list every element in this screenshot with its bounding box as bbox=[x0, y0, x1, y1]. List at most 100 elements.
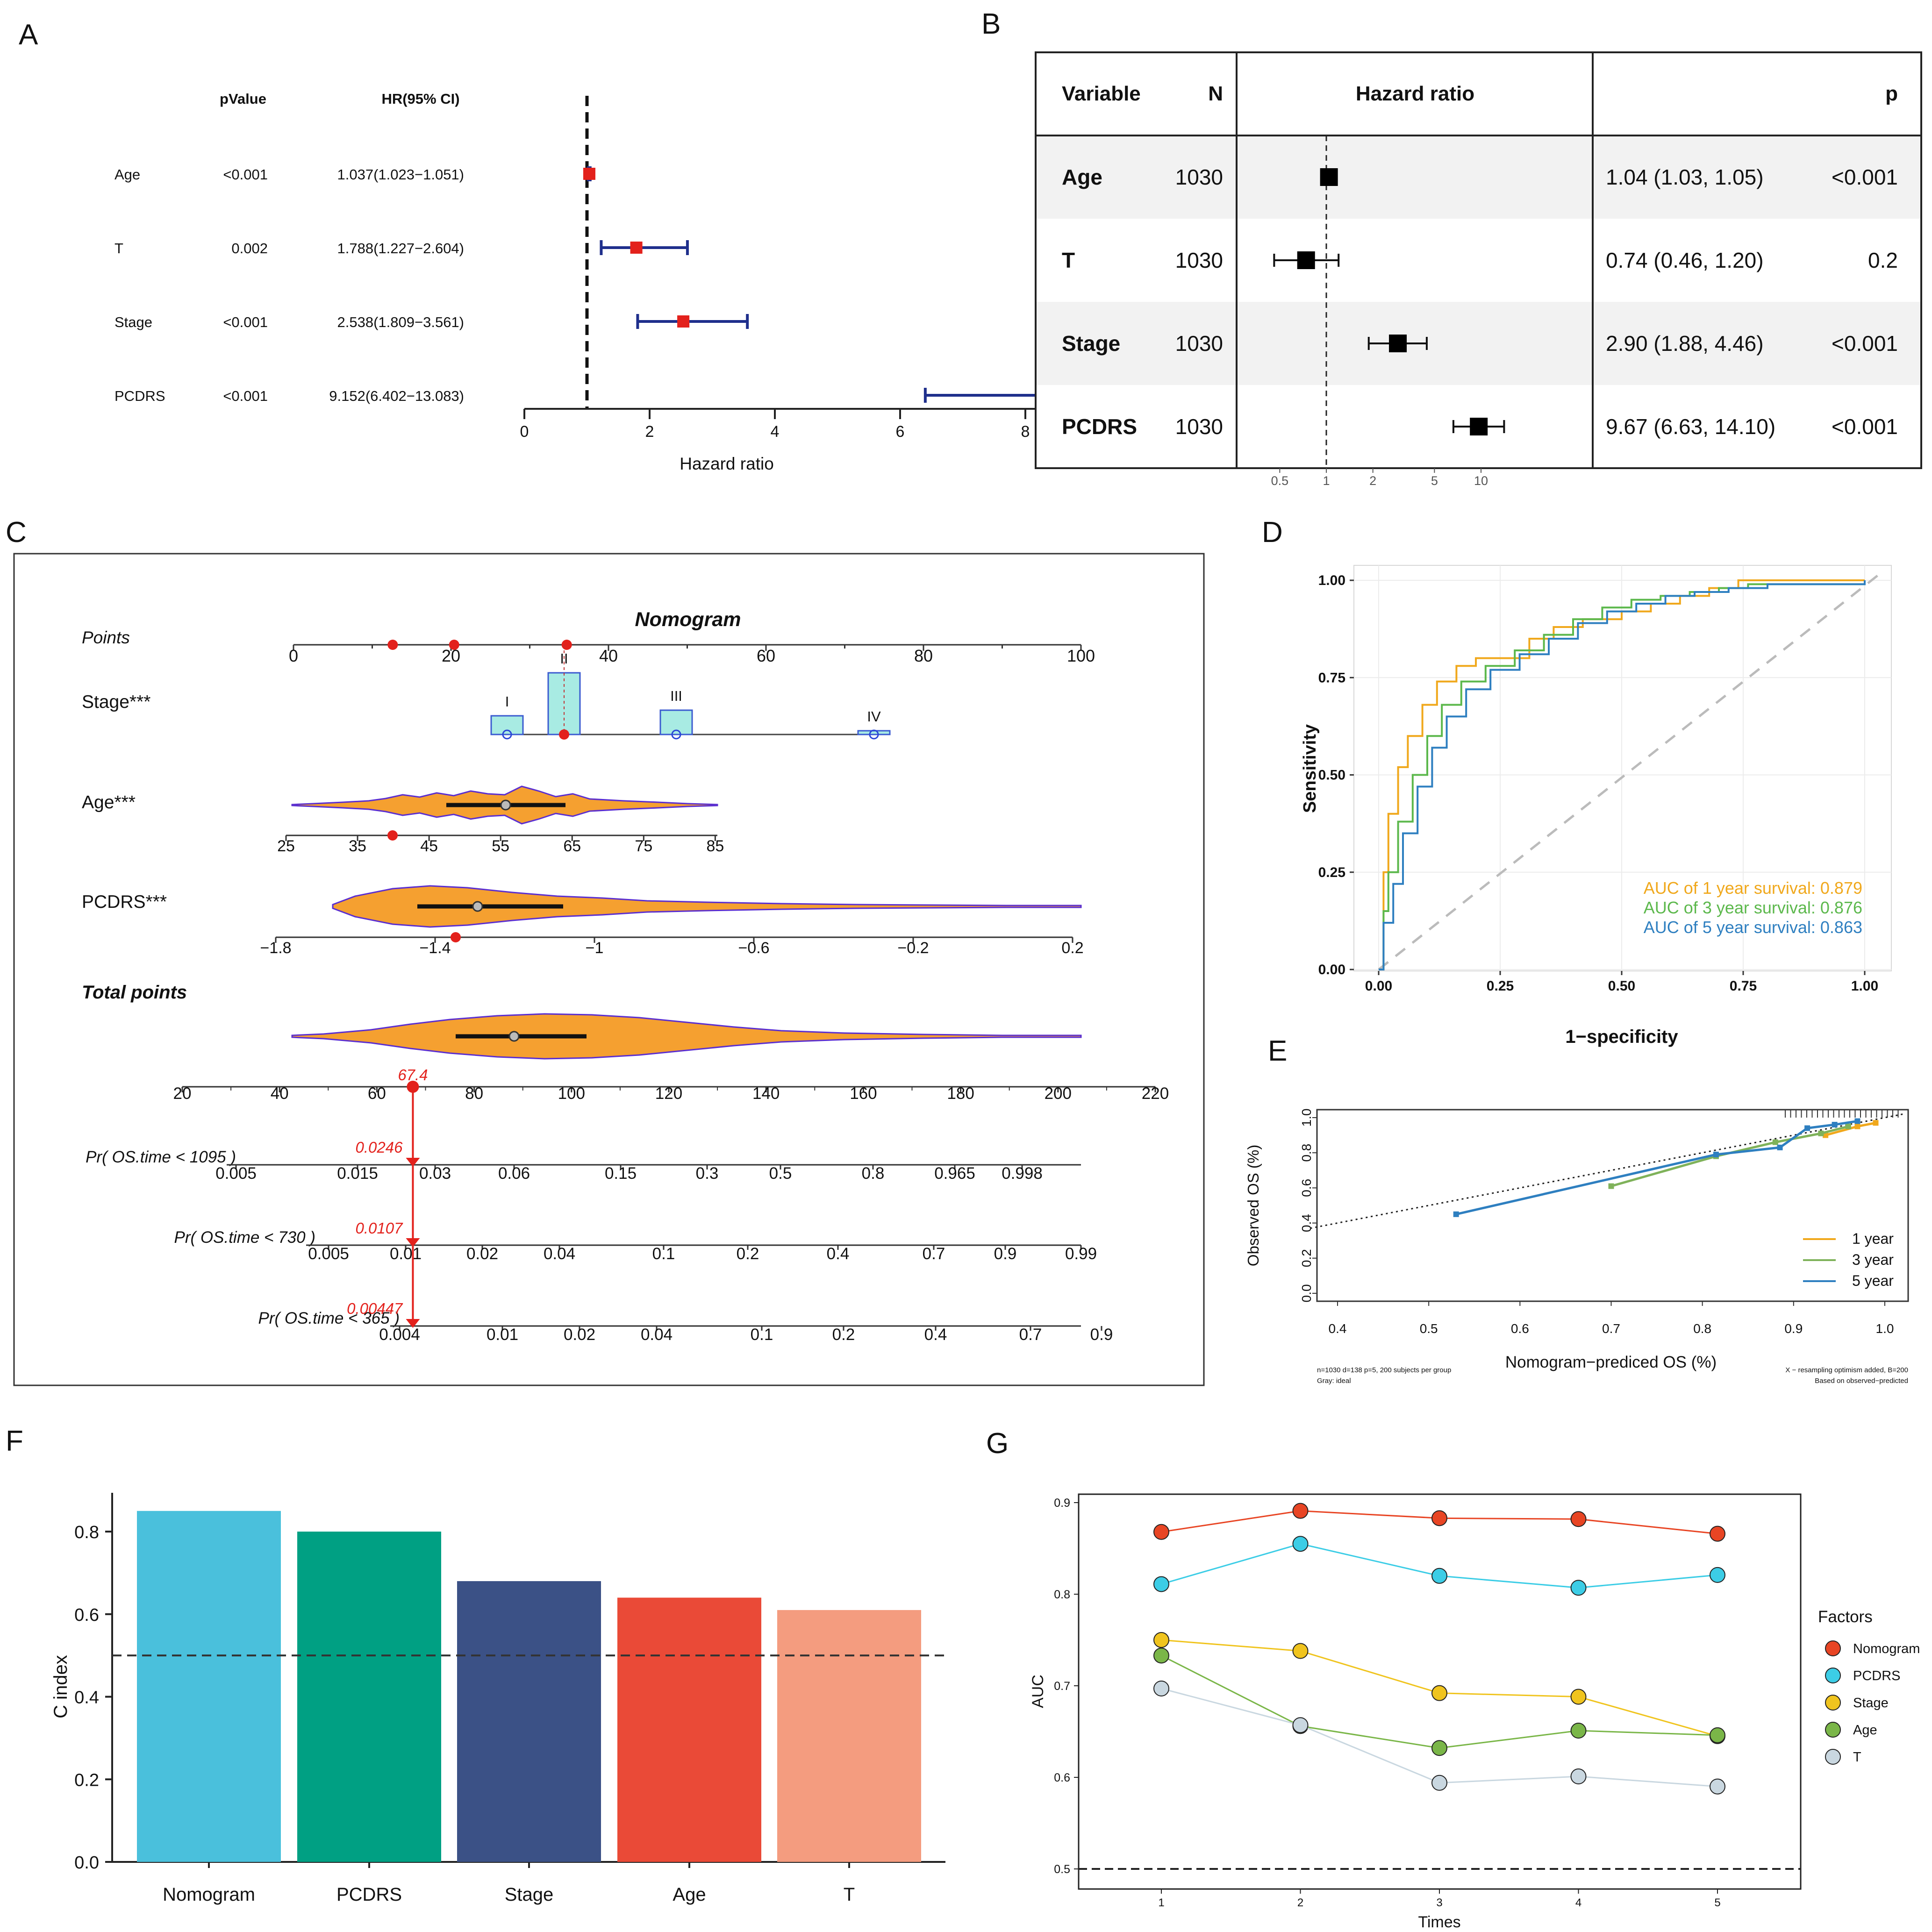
row-n-stage: 1030 bbox=[1175, 331, 1223, 356]
total-tick-label-40: 40 bbox=[271, 1084, 289, 1103]
point-t-3 bbox=[1570, 1768, 1587, 1785]
total-tick-label-220: 220 bbox=[1142, 1084, 1169, 1103]
point-nomogram-0 bbox=[1153, 1524, 1169, 1540]
x-tick-label-5: 5 bbox=[1714, 1896, 1720, 1909]
hr-point-stage bbox=[1389, 335, 1407, 352]
y-tick-label-1.00: 1.00 bbox=[1318, 573, 1345, 588]
panel-f: F 0.0 0.2 0.4 0.6 0.8 Nomogram PCDRS Stage Age T C … bbox=[6, 1425, 946, 1905]
row-ci-t: 0.74 (0.46, 1.20) bbox=[1606, 248, 1764, 272]
y-tick-label-0.50: 0.50 bbox=[1318, 768, 1345, 783]
bar-pcdrs bbox=[297, 1532, 441, 1862]
hr-header: HR(95% CI) bbox=[381, 91, 459, 107]
point-age-4 bbox=[1710, 1727, 1725, 1743]
hr-point-t bbox=[630, 242, 643, 254]
pr730-tick-label-0: 0.005 bbox=[308, 1245, 349, 1263]
pr730-tick-label-6: 0.4 bbox=[827, 1245, 850, 1263]
age-marker bbox=[387, 830, 398, 841]
point-pcdrs-2 bbox=[1431, 1568, 1447, 1584]
age-median bbox=[500, 799, 511, 811]
panel-label-f: F bbox=[6, 1425, 23, 1457]
legend-label-age: Age bbox=[1853, 1723, 1877, 1738]
point-pcdrs-1 bbox=[1292, 1536, 1309, 1552]
note-left: n=1030 d=138 p=5, 200 subjects per group bbox=[1317, 1366, 1451, 1374]
pr730-label: Pr( OS.time < 730 ) bbox=[174, 1228, 315, 1247]
pr1095-tick-label-6: 0.5 bbox=[769, 1164, 792, 1183]
x-tick-label-8: 8 bbox=[1021, 423, 1030, 441]
points-tick-label-0: 0 bbox=[289, 646, 298, 665]
legend-title: Factors bbox=[1818, 1608, 1873, 1626]
legend-label-pcdrs: PCDRS bbox=[1853, 1668, 1901, 1683]
x-tick-label-0.5: 0.5 bbox=[1420, 1321, 1438, 1336]
point-pcdrs-0 bbox=[1153, 1576, 1169, 1592]
x-tick-label-6: 6 bbox=[896, 423, 905, 441]
roc-curve-5y bbox=[1379, 580, 1866, 970]
stage-label: Stage*** bbox=[82, 692, 150, 712]
panel-label-d: D bbox=[1262, 516, 1283, 549]
calib-point-5y-0 bbox=[1453, 1211, 1459, 1217]
roc-curve-1y bbox=[1379, 579, 1865, 970]
pr1095-tick-label-4: 0.15 bbox=[605, 1164, 637, 1183]
note-left-2: Gray: ideal bbox=[1317, 1377, 1351, 1385]
row-label-pcdrs: PCDRS bbox=[1062, 414, 1137, 439]
note-right-2: Based on observed−predicted bbox=[1815, 1377, 1908, 1385]
y-tick-label-0.8: 0.8 bbox=[74, 1523, 99, 1542]
point-nomogram-1 bbox=[1292, 1503, 1309, 1519]
y-tick-label-0.5: 0.5 bbox=[1054, 1863, 1070, 1876]
total-tick-label-80: 80 bbox=[465, 1084, 483, 1103]
pr1095-marker bbox=[406, 1158, 420, 1167]
pr1095-value: 0.0246 bbox=[355, 1139, 403, 1156]
y-tick-label-0.8: 0.8 bbox=[1299, 1144, 1314, 1162]
pr730-tick-label-8: 0.9 bbox=[994, 1245, 1017, 1263]
points-tick-label-80: 80 bbox=[914, 646, 933, 665]
pcdrs-violin bbox=[332, 885, 1082, 928]
pr730-tick-label-2: 0.02 bbox=[466, 1245, 498, 1263]
calib-point-1y-1 bbox=[1854, 1123, 1860, 1129]
row-stripe-1 bbox=[1037, 302, 1920, 385]
pr730-value: 0.0107 bbox=[355, 1219, 403, 1237]
y-axis-title: Sensitivity bbox=[1300, 724, 1320, 813]
total-tick-label-60: 60 bbox=[368, 1084, 386, 1103]
stage-category-I: I bbox=[505, 693, 509, 710]
point-stage-2 bbox=[1431, 1685, 1447, 1701]
x-tick-label-1.0: 1.0 bbox=[1876, 1321, 1894, 1336]
points-marker-2 bbox=[561, 640, 572, 650]
pr1095-tick-label-9: 0.998 bbox=[1002, 1164, 1043, 1183]
note-right: X − resampling optimism added, B=200 bbox=[1785, 1366, 1908, 1374]
total-median bbox=[508, 1031, 520, 1042]
x-axis-title: Hazard ratio bbox=[680, 454, 774, 473]
pr365-marker bbox=[406, 1319, 420, 1328]
bar-age bbox=[617, 1597, 761, 1862]
y-tick-label-0.6: 0.6 bbox=[1299, 1179, 1314, 1197]
row-hr-stage: 2.538(1.809−3.561) bbox=[337, 314, 464, 330]
point-pcdrs-4 bbox=[1710, 1567, 1725, 1583]
legend-key-pcdrs bbox=[1825, 1668, 1841, 1683]
y-tick-label-0.6: 0.6 bbox=[1054, 1771, 1070, 1784]
panel-label-a: A bbox=[19, 19, 38, 51]
row-label-t: T bbox=[114, 240, 123, 257]
panel-g: G 1 2 3 4 5 0.5 0.6 0.7 0.8 0.9 Nomogram PCDRS Stage A… bbox=[986, 1427, 1920, 1931]
pr1095-tick-label-2: 0.03 bbox=[419, 1164, 451, 1183]
row-p-age: <0.001 bbox=[1832, 165, 1898, 189]
pcdrs-median bbox=[472, 901, 483, 912]
stage-category-IV: IV bbox=[867, 708, 881, 725]
stage-bar-IV bbox=[857, 730, 891, 735]
n-header: N bbox=[1208, 82, 1223, 105]
x-tick-label-3: 3 bbox=[1436, 1896, 1442, 1909]
point-pcdrs-3 bbox=[1570, 1580, 1587, 1596]
y-tick-label-1.0: 1.0 bbox=[1299, 1109, 1314, 1127]
panel-label-b: B bbox=[981, 8, 1001, 40]
row-label-stage: Stage bbox=[114, 314, 152, 330]
age-tick-label-35: 35 bbox=[349, 837, 366, 855]
x-tick-label-1: 1 bbox=[1158, 1896, 1164, 1909]
x-tick-label-stage: Stage bbox=[505, 1884, 554, 1905]
row-pvalue-stage: <0.001 bbox=[223, 314, 268, 330]
y-tick-label-0.00: 0.00 bbox=[1318, 962, 1345, 977]
x-tick-label-10: 10 bbox=[1474, 474, 1488, 488]
row-label-stage: Stage bbox=[1062, 331, 1120, 356]
total-tick-label-120: 120 bbox=[655, 1084, 682, 1103]
total-value: 67.4 bbox=[398, 1066, 428, 1084]
pr365-tick-label-6: 0.4 bbox=[924, 1326, 947, 1344]
